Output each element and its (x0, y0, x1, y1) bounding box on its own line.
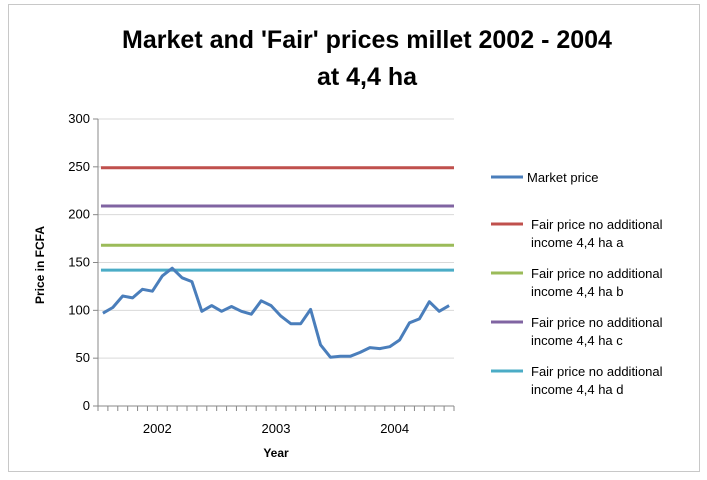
y-tick-label-100: 100 (68, 302, 90, 317)
y-tick-labels: 0 50 100 150 200 250 300 (68, 111, 90, 413)
legend-label-fair-price-b-line-2: income 4,4 ha b (531, 284, 624, 299)
chart-svg: Market and 'Fair' prices millet 2002 - 2… (33, 26, 663, 460)
chart-title-line-1: Market and 'Fair' prices millet 2002 - 2… (122, 26, 612, 54)
x-tick-label-2004: 2004 (380, 421, 409, 436)
fair-price-lines (100, 166, 454, 272)
y-tick-label-200: 200 (68, 207, 90, 222)
y-tick-label-150: 150 (68, 255, 90, 270)
market-price-series (102, 266, 450, 359)
legend-label-fair-price-a-line-1: Fair price no additional (531, 217, 663, 232)
x-tick-label-2003: 2003 (262, 421, 291, 436)
x-tick-label-2002: 2002 (143, 421, 172, 436)
legend-label-fair-price-d-line-1: Fair price no additional (531, 364, 663, 379)
x-tick-labels: 2002 2003 2004 (143, 421, 409, 436)
axes (97, 119, 455, 411)
legend-label-fair-price-d-line-2: income 4,4 ha d (531, 382, 624, 397)
legend-label-fair-price-c-line-1: Fair price no additional (531, 315, 663, 330)
legend-label-fair-price-a-line-2: income 4,4 ha a (531, 235, 624, 250)
chart-frame: Market and 'Fair' prices millet 2002 - 2… (8, 4, 700, 472)
legend: Market price Fair price no additional inco… (491, 170, 663, 397)
y-axis-title: Price in FCFA (33, 226, 47, 304)
y-tick-label-50: 50 (76, 350, 90, 365)
y-tick-label-250: 250 (68, 159, 90, 174)
x-axis-title: Year (263, 446, 289, 460)
legend-label-market-price: Market price (527, 170, 599, 185)
legend-label-fair-price-b-line-1: Fair price no additional (531, 266, 663, 281)
legend-label-fair-price-c-line-2: income 4,4 ha c (531, 333, 623, 348)
y-tick-label-0: 0 (83, 398, 90, 413)
chart-title-line-2: at 4,4 ha (317, 63, 418, 91)
grid-layer (93, 118, 454, 407)
market-price-line (102, 266, 450, 359)
y-tick-label-300: 300 (68, 111, 90, 126)
